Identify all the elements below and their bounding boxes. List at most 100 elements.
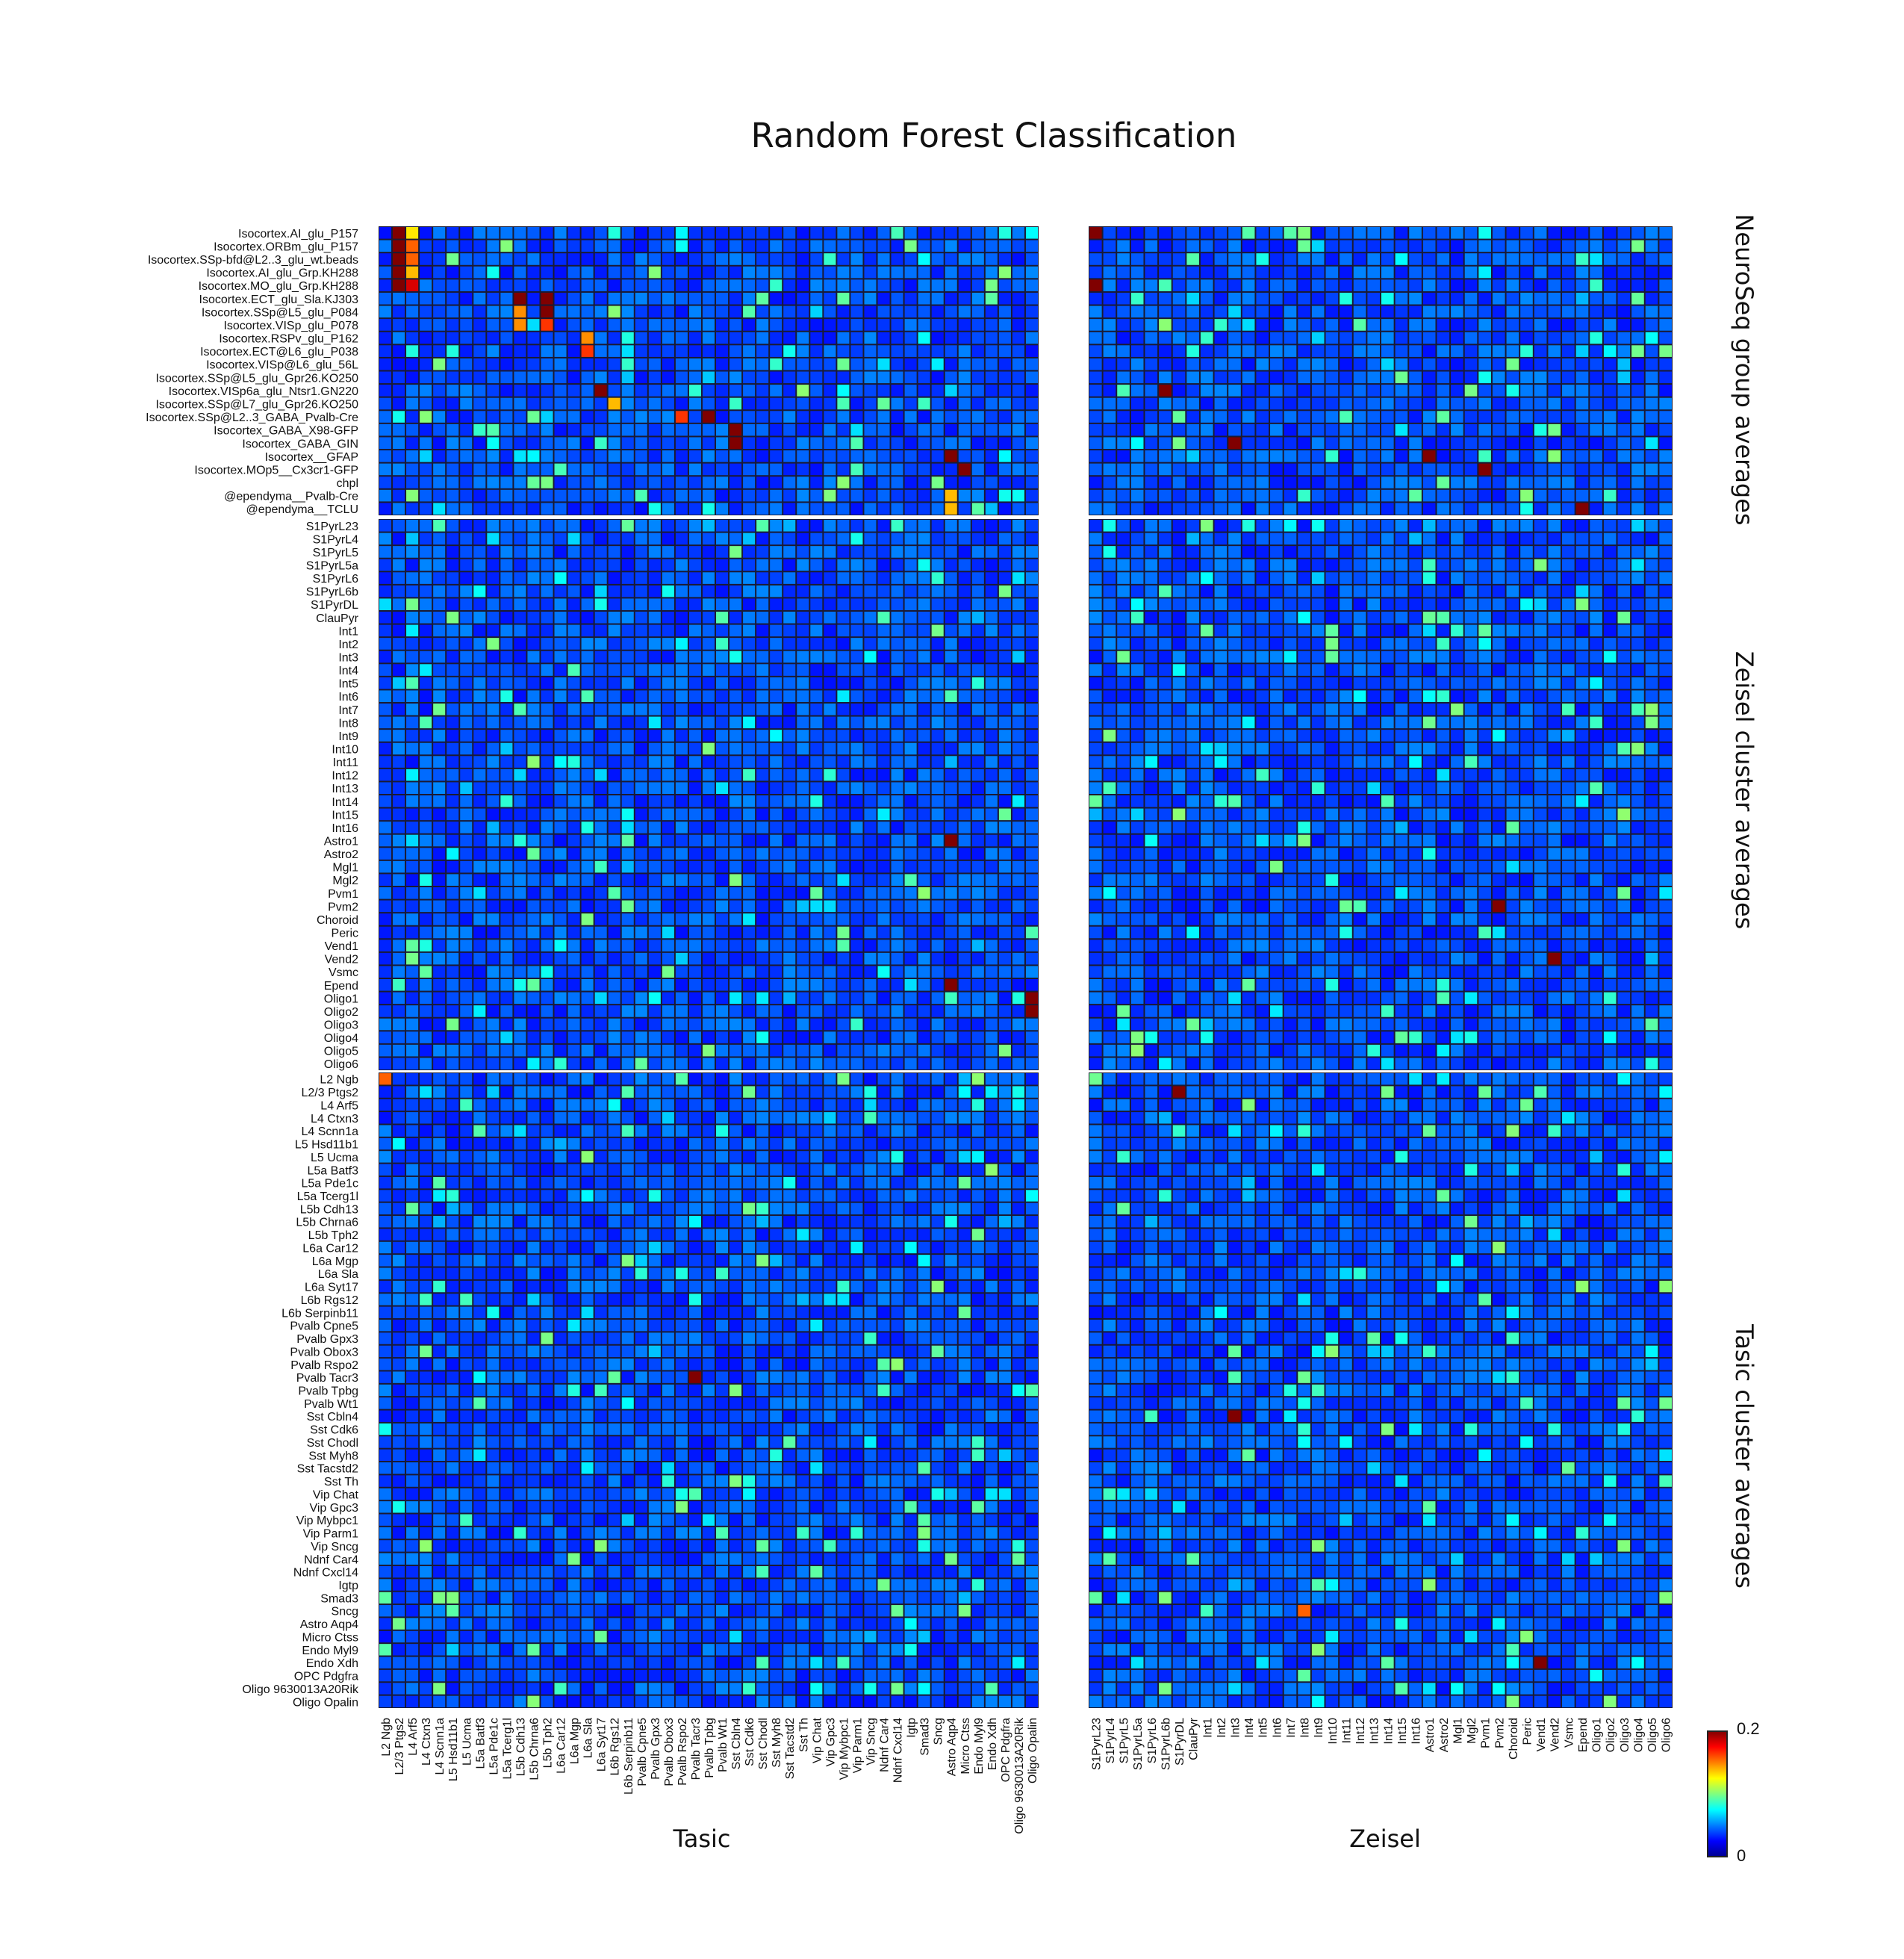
heatmap-cell bbox=[1659, 371, 1672, 384]
heatmap-cell bbox=[433, 742, 446, 755]
heatmap-cell bbox=[971, 940, 984, 951]
heatmap-cell bbox=[1186, 651, 1199, 663]
heatmap-cell bbox=[1025, 385, 1038, 397]
heatmap-cell bbox=[918, 1018, 930, 1031]
heatmap-cell bbox=[608, 411, 620, 423]
heatmap-cell bbox=[541, 860, 553, 873]
heatmap-cell bbox=[1548, 489, 1561, 502]
heatmap-cell bbox=[473, 423, 486, 436]
heatmap-cell bbox=[810, 598, 823, 610]
heatmap-cell bbox=[1298, 612, 1310, 624]
heatmap-cell bbox=[1451, 476, 1463, 488]
heatmap-cell bbox=[1548, 305, 1561, 318]
heatmap-cell bbox=[1325, 520, 1339, 532]
heatmap-cell bbox=[500, 319, 513, 331]
heatmap-cell bbox=[500, 887, 513, 899]
heatmap-cell bbox=[1340, 624, 1352, 637]
heatmap-cell bbox=[918, 979, 930, 991]
heatmap-cell bbox=[1340, 489, 1352, 502]
heatmap-cell bbox=[500, 463, 513, 476]
heatmap-cell bbox=[473, 572, 486, 584]
heatmap-cell bbox=[810, 769, 823, 781]
heatmap-cell bbox=[447, 240, 459, 252]
heatmap-cell bbox=[675, 476, 688, 488]
heatmap-cell bbox=[500, 742, 513, 755]
heatmap-cell bbox=[971, 489, 984, 502]
heatmap-cell bbox=[702, 992, 715, 1005]
heatmap-cell bbox=[824, 952, 836, 965]
heatmap-cell bbox=[1228, 664, 1241, 676]
heatmap-cell bbox=[1353, 730, 1366, 742]
heatmap-cell bbox=[648, 874, 661, 886]
heatmap-cell bbox=[931, 822, 944, 833]
heatmap-cell bbox=[783, 503, 796, 515]
heatmap-cell bbox=[420, 598, 432, 610]
heatmap-cell bbox=[958, 926, 971, 939]
heatmap-cell bbox=[864, 332, 877, 344]
heatmap-cell bbox=[473, 769, 486, 781]
heatmap-cell bbox=[850, 572, 863, 584]
heatmap-cell bbox=[1367, 612, 1380, 624]
heatmap-cell bbox=[1089, 385, 1102, 397]
heatmap-cell bbox=[810, 1031, 823, 1043]
heatmap-cell bbox=[770, 279, 783, 291]
heatmap-cell bbox=[918, 782, 930, 794]
heatmap-cell bbox=[460, 559, 473, 571]
heatmap-cell bbox=[877, 677, 890, 689]
heatmap-cell bbox=[648, 664, 661, 676]
heatmap-cell bbox=[1437, 503, 1450, 515]
heatmap-cell bbox=[729, 664, 742, 676]
heatmap-cell bbox=[1492, 397, 1505, 410]
heatmap-cell bbox=[1617, 358, 1631, 370]
heatmap-cell bbox=[527, 874, 540, 886]
heatmap-cell bbox=[379, 227, 392, 239]
heatmap-cell bbox=[1089, 546, 1102, 558]
heatmap-cell bbox=[581, 292, 594, 305]
heatmap-cell bbox=[702, 913, 715, 925]
heatmap-cell bbox=[1381, 742, 1394, 755]
heatmap-cell bbox=[1012, 559, 1024, 571]
heatmap-cell bbox=[891, 822, 903, 833]
heatmap-cell bbox=[1340, 411, 1352, 423]
heatmap-cell bbox=[904, 808, 917, 821]
heatmap-cell bbox=[1659, 704, 1672, 715]
heatmap-cell bbox=[958, 559, 971, 571]
heatmap-cell bbox=[1089, 463, 1102, 476]
heatmap-cell bbox=[1025, 624, 1038, 637]
heatmap-cell bbox=[958, 742, 971, 755]
heatmap-cell bbox=[608, 860, 620, 873]
heatmap-cell bbox=[460, 730, 473, 742]
heatmap-cell bbox=[1395, 385, 1408, 397]
heatmap-cell bbox=[877, 385, 890, 397]
heatmap-cell bbox=[864, 952, 877, 965]
heatmap-cell bbox=[1228, 677, 1241, 689]
heatmap-cell bbox=[1367, 769, 1380, 781]
heatmap-cell bbox=[487, 305, 500, 318]
heatmap-cell bbox=[998, 769, 1011, 781]
heatmap-cell bbox=[433, 585, 446, 597]
heatmap-cell bbox=[1367, 345, 1380, 357]
heatmap-cell bbox=[998, 704, 1011, 715]
heatmap-cell bbox=[1395, 742, 1408, 755]
heatmap-cell bbox=[985, 437, 998, 450]
heatmap-cell bbox=[1451, 489, 1463, 502]
heatmap-cell bbox=[945, 423, 957, 436]
heatmap-cell bbox=[420, 690, 432, 702]
heatmap-cell bbox=[1395, 319, 1408, 331]
heatmap-cell bbox=[1451, 463, 1463, 476]
heatmap-cell bbox=[810, 979, 823, 991]
heatmap-cell bbox=[1590, 240, 1602, 252]
heatmap-cell bbox=[770, 411, 783, 423]
heatmap-cell bbox=[594, 266, 607, 279]
heatmap-cell bbox=[1025, 463, 1038, 476]
heatmap-cell bbox=[460, 279, 473, 291]
heatmap-cell bbox=[1437, 704, 1450, 715]
heatmap-cell bbox=[783, 664, 796, 676]
heatmap-cell bbox=[379, 319, 392, 331]
heatmap-cell bbox=[850, 769, 863, 781]
heatmap-cell bbox=[877, 638, 890, 650]
heatmap-cell bbox=[1617, 450, 1631, 462]
heatmap-cell bbox=[985, 940, 998, 951]
heatmap-cell bbox=[837, 716, 850, 729]
heatmap-cell bbox=[743, 704, 756, 715]
